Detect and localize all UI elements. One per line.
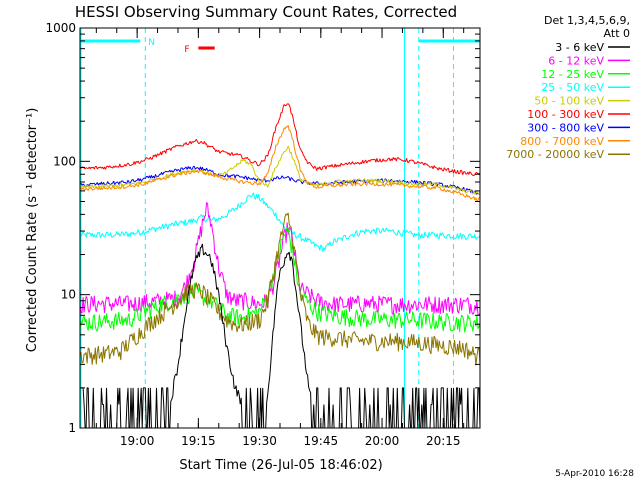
legend-entry-label: 7000 - 20000 keV — [506, 148, 604, 161]
chart-title: HESSI Observing Summary Count Rates, Cor… — [75, 3, 457, 21]
legend-entry-label: 800 - 7000 keV — [520, 135, 604, 148]
y-tick-label: 1000 — [45, 21, 76, 35]
x-axis: 19:00 19:15 19:30 19:45 20:00 20:15 — [95, 28, 465, 448]
y-axis-label: Corrected Count Rate (s⁻¹ detector⁻¹) — [25, 108, 40, 353]
legend-header-line-2: Att 0 — [604, 27, 630, 40]
night-flag-label: N — [148, 38, 155, 48]
legend-entry-label: 3 - 6 keV — [555, 41, 604, 54]
x-tick-label: 19:00 — [120, 434, 155, 448]
series-line — [79, 165, 481, 195]
axes-box — [79, 27, 481, 429]
x-tick-label: 19:45 — [304, 434, 339, 448]
series-line — [79, 212, 481, 366]
footer-date: 5-Apr-2010 16:28 — [555, 469, 634, 479]
y-tick-label: 1 — [68, 421, 76, 435]
series-line — [79, 125, 481, 202]
plot-area: NF — [79, 27, 481, 429]
series-line — [79, 192, 481, 252]
legend-header-line-1: Det 1,3,4,5,6,9, — [544, 14, 630, 27]
legend-entry-label: 300 - 800 keV — [527, 121, 604, 134]
flare-flag-label: F — [184, 45, 189, 55]
legend-entry-label: 50 - 100 keV — [534, 95, 604, 108]
x-tick-label: 20:15 — [426, 434, 461, 448]
series-line — [79, 227, 481, 333]
x-axis-label: Start Time (26-Jul-05 18:46:02) — [179, 458, 382, 473]
y-tick-label: 10 — [61, 288, 76, 302]
x-tick-label: 19:30 — [242, 434, 277, 448]
legend-entry-label: 100 - 300 keV — [527, 108, 604, 121]
series-line — [79, 103, 481, 177]
legend-entry-label: 6 - 12 keV — [548, 54, 604, 67]
x-tick-label: 20:00 — [365, 434, 400, 448]
legend-entry-label: 12 - 25 keV — [541, 68, 604, 81]
y-tick-label: 100 — [53, 154, 76, 168]
legend-entry-label: 25 - 50 keV — [541, 81, 604, 94]
y-axis: 1 10 100 1000 — [45, 21, 480, 435]
x-tick-label: 19:15 — [181, 434, 216, 448]
series-line — [79, 202, 481, 316]
